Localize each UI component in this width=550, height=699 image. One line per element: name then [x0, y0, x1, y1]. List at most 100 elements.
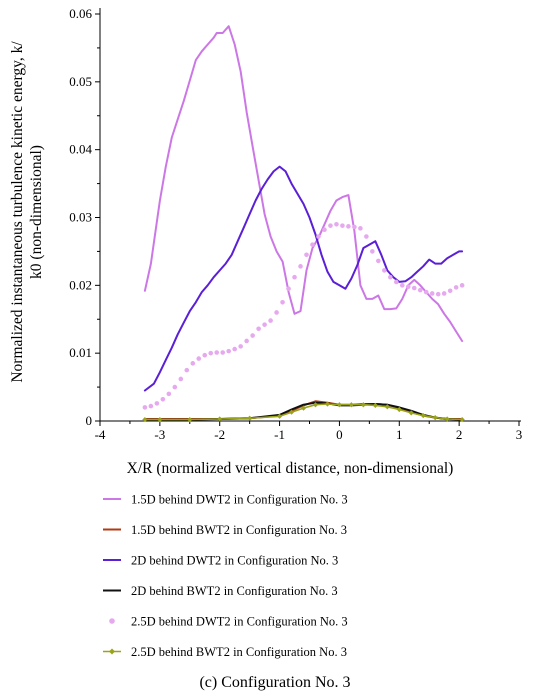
- data-point: [187, 417, 193, 423]
- data-point: [328, 223, 333, 228]
- legend-label: 2.5D behind DWT2 in Configuration No. 3: [131, 615, 348, 629]
- data-point: [399, 283, 405, 288]
- plot-series: [142, 25, 465, 423]
- data-point: [360, 402, 366, 408]
- x-tick-label: -4: [95, 427, 106, 442]
- series-line: [143, 165, 464, 392]
- legend-label: 2.5D behind BWT2 in Configuration No. 3: [131, 645, 347, 659]
- data-point: [420, 412, 426, 419]
- legend-item: 2.5D behind BWT2 in Configuration No. 3: [103, 645, 347, 659]
- data-point: [432, 415, 438, 421]
- legend-swatch: [109, 618, 115, 624]
- data-point: [288, 409, 295, 415]
- data-point: [382, 268, 387, 273]
- data-point: [256, 326, 261, 332]
- y-axis-title-line-1: Normalized instantaneous turbulence kine…: [9, 41, 26, 383]
- data-point: [274, 310, 279, 315]
- data-point: [364, 234, 369, 239]
- data-point: [166, 391, 172, 397]
- data-point: [376, 258, 381, 264]
- legend-marker: [109, 648, 115, 655]
- data-point: [459, 283, 465, 288]
- data-point: [423, 289, 429, 295]
- series-1: [143, 25, 464, 342]
- x-tick-label: 2: [456, 427, 463, 442]
- data-point: [154, 401, 160, 406]
- legend-item: 1.5D behind BWT2 in Configuration No. 3: [103, 523, 347, 537]
- legend-label: 2D behind BWT2 in Configuration No. 3: [131, 584, 338, 598]
- data-point: [208, 350, 214, 356]
- data-point: [372, 402, 378, 408]
- data-point: [310, 242, 315, 247]
- data-point: [247, 415, 253, 421]
- series-line: [143, 25, 464, 342]
- legend-item: 2.5D behind DWT2 in Configuration No. 3: [109, 615, 348, 629]
- data-point: [217, 416, 223, 422]
- data-point: [336, 402, 343, 408]
- data-point: [292, 274, 297, 280]
- series-line: [143, 401, 464, 421]
- data-point: [178, 376, 184, 382]
- series-4: [143, 401, 464, 421]
- data-point: [226, 348, 231, 354]
- data-point: [262, 322, 267, 327]
- data-point: [232, 346, 237, 352]
- data-point: [276, 413, 283, 419]
- data-point: [304, 252, 309, 258]
- data-point: [435, 291, 441, 297]
- x-tick-label: -1: [274, 427, 285, 442]
- legend-item: 2D behind BWT2 in Configuration No. 3: [103, 584, 338, 598]
- x-axis-title: X/R (normalized vertical distance, non-d…: [127, 460, 454, 477]
- y-tick-label: 0.05: [69, 74, 92, 89]
- data-point: [417, 287, 423, 293]
- data-point: [184, 367, 190, 373]
- data-point: [459, 417, 465, 423]
- y-tick-label: 0.06: [69, 6, 92, 21]
- data-point: [220, 350, 226, 355]
- data-point: [312, 402, 319, 408]
- data-point: [250, 333, 255, 338]
- legend-item: 2D behind DWT2 in Configuration No. 3: [103, 554, 338, 568]
- data-point: [408, 410, 414, 416]
- data-point: [441, 291, 447, 296]
- y-tick-label: 0: [86, 413, 93, 428]
- data-point: [268, 318, 273, 323]
- data-point: [300, 405, 307, 411]
- data-point: [453, 285, 459, 290]
- series-5: [142, 221, 465, 410]
- data-point: [396, 406, 402, 413]
- data-point: [444, 416, 450, 422]
- y-tick-label: 0.03: [69, 210, 92, 225]
- data-point: [388, 274, 393, 280]
- data-point: [238, 344, 243, 349]
- data-point: [346, 224, 351, 229]
- legend: 1.5D behind DWT2 in Configuration No. 3 1…: [103, 493, 348, 659]
- legend-label: 1.5D behind DWT2 in Configuration No. 3: [131, 493, 348, 507]
- data-point: [405, 284, 411, 289]
- x-tick-label: -2: [214, 427, 225, 442]
- legend-item: 1.5D behind DWT2 in Configuration No. 3: [103, 493, 348, 507]
- data-point: [429, 291, 435, 296]
- x-tick-label: 0: [336, 427, 343, 442]
- data-point: [157, 417, 163, 423]
- data-point: [340, 223, 345, 228]
- data-point: [370, 249, 375, 254]
- data-point: [348, 402, 354, 408]
- data-point: [393, 279, 399, 285]
- y-axis-title-line-2: k0 (non-dimensional): [28, 145, 45, 279]
- data-point: [142, 417, 148, 423]
- data-point: [358, 226, 363, 231]
- data-point: [190, 361, 196, 366]
- y-tick-label: 0.04: [69, 142, 92, 157]
- data-point: [298, 264, 303, 269]
- data-point: [244, 338, 249, 344]
- y-tick-label: 0.02: [69, 277, 92, 292]
- x-tick-label: -3: [154, 427, 165, 442]
- data-point: [160, 396, 166, 402]
- data-point: [322, 227, 327, 233]
- x-tick-label: 3: [516, 427, 523, 442]
- data-point: [280, 299, 285, 305]
- axes: -4 -3 -2 -1 0 1 2 3 0 0.01 0.02 0.03 0.04 0.05 0.06: [69, 6, 522, 442]
- data-point: [172, 384, 178, 390]
